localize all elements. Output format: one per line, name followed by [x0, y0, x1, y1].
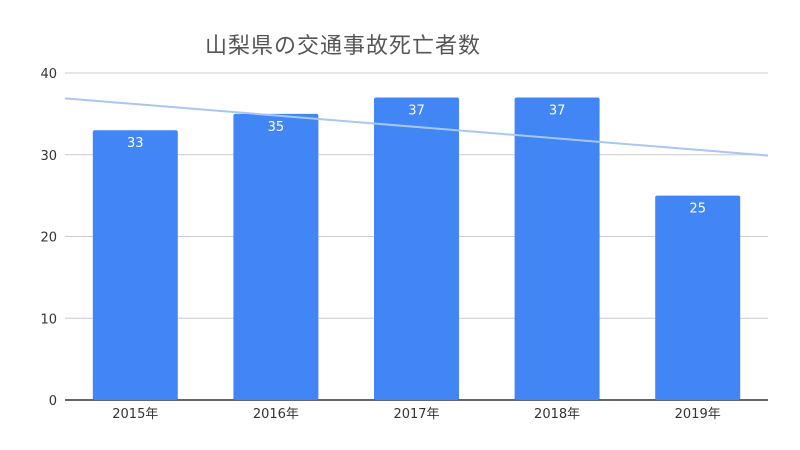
bar [374, 97, 459, 401]
x-tick-label: 2019年 [675, 407, 721, 422]
y-tick-label: 10 [40, 312, 57, 327]
bar [514, 97, 600, 401]
x-tick-label: 2018年 [534, 407, 580, 422]
data-label: 37 [549, 104, 566, 119]
trendline [64, 97, 769, 157]
x-tick-label: 2017年 [393, 407, 439, 422]
data-label: 37 [408, 104, 425, 119]
chart-title: 山梨県の交通事故死亡者数 [205, 34, 482, 59]
bar [92, 130, 178, 400]
y-tick-label: 40 [40, 67, 57, 82]
data-label: 25 [689, 202, 706, 217]
data-label: 33 [127, 136, 144, 151]
bar [655, 195, 741, 400]
y-tick-label: 20 [40, 231, 57, 246]
data-label: 35 [268, 120, 285, 135]
bar [233, 113, 319, 400]
x-tick-label: 2015年 [112, 407, 158, 422]
y-tick-label: 30 [40, 149, 57, 164]
y-tick-label: 0 [49, 394, 57, 409]
x-tick-label: 2016年 [253, 407, 299, 422]
